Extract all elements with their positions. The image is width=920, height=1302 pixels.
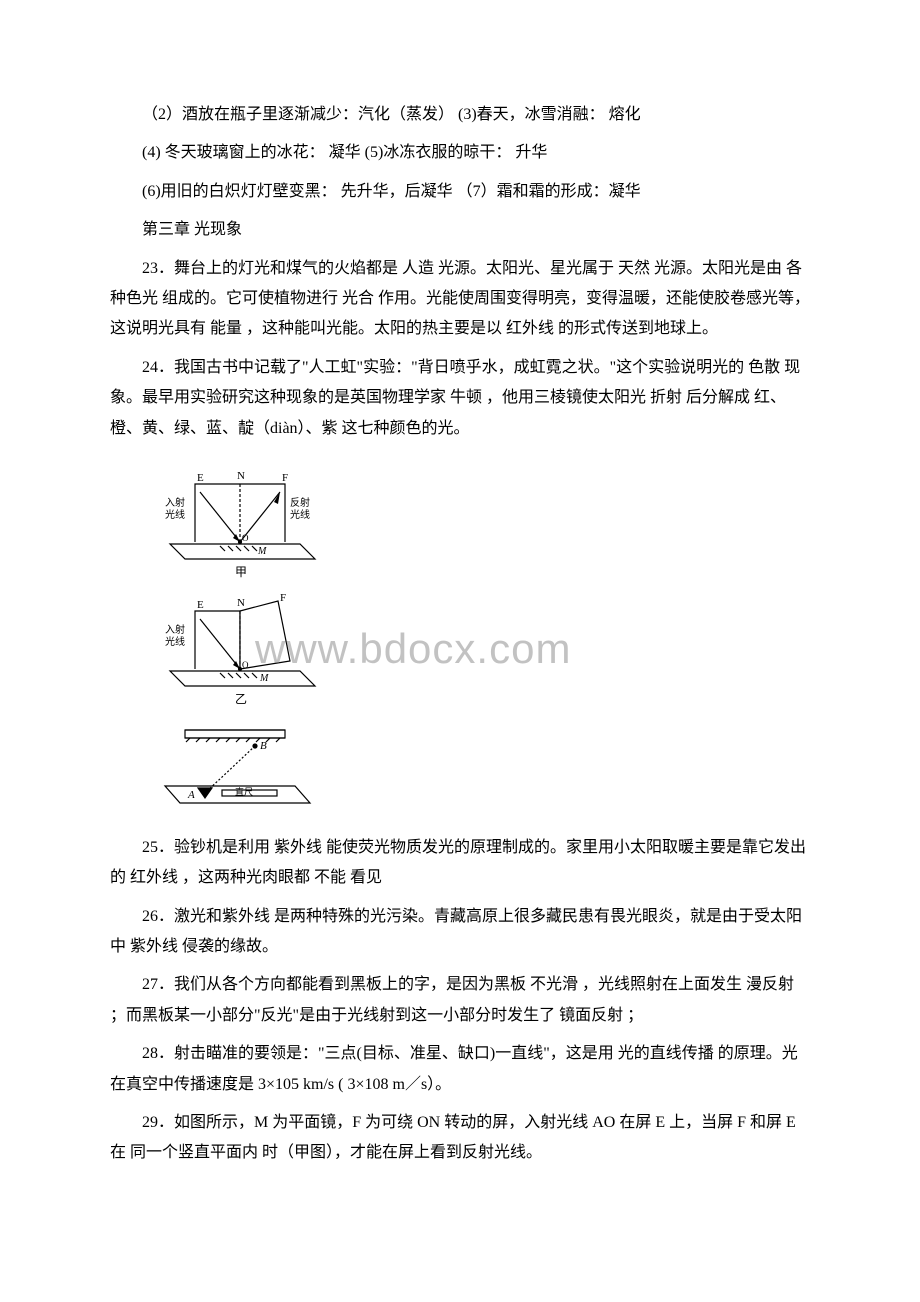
- label-B: B: [260, 740, 267, 752]
- diagram-container: www.bdocx.com E N F 入射: [150, 464, 810, 813]
- paragraph-24: 24．我国古书中记载了"人工虹"实验："背日喷乎水，成虹霓之状。"这个实验说明光…: [110, 353, 810, 444]
- label-O2: O: [242, 660, 249, 670]
- paragraph-23: 23．舞台上的灯光和煤气的火焰都是 人造 光源。太阳光、星光属于 天然 光源。太…: [110, 254, 810, 345]
- diagram-yi: E N F 入射 光线 O M 乙: [150, 591, 330, 706]
- caption-yi: 乙: [235, 692, 247, 706]
- label-O: O: [242, 533, 249, 543]
- paragraph-2: （2）酒放在瓶子里逐渐减少：汽化（蒸发） (3)春天，冰雪消融： 熔化: [110, 100, 810, 130]
- label-incident2: 入射: [165, 624, 185, 636]
- label-F2: F: [280, 592, 286, 604]
- label-reflect-line: 光线: [290, 508, 310, 521]
- label-E: E: [197, 472, 204, 484]
- label-incident: 入射: [165, 497, 185, 509]
- label-incident-line2: 光线: [165, 635, 185, 648]
- label-E2: E: [197, 599, 204, 611]
- paragraph-6: (6)用旧的白炽灯灯壁变黑： 先升华，后凝华 （7）霜和霜的形成：凝华: [110, 177, 810, 207]
- label-M2: M: [259, 673, 269, 684]
- paragraph-27: 27．我们从各个方向都能看到黑板上的字，是因为黑板 不光滑 ，光线照射在上面发生…: [110, 970, 810, 1031]
- label-N2: N: [237, 597, 245, 609]
- label-N: N: [237, 470, 245, 482]
- paragraph-4: (4) 冬天玻璃窗上的冰花： 凝华 (5)冰冻衣服的晾干： 升华: [110, 138, 810, 168]
- caption-jia: 甲: [235, 565, 247, 579]
- label-M: M: [257, 546, 267, 557]
- paragraph-29: 29．如图所示，M 为平面镜，F 为可绕 ON 转动的屏，入射光线 AO 在屏 …: [110, 1108, 810, 1169]
- paragraph-25: 25．验钞机是利用 紫外线 能使荧光物质发光的原理制成的。家里用小太阳取暖主要是…: [110, 833, 810, 894]
- paragraph-28: 28．射击瞄准的要领是："三点(目标、准星、缺口)一直线"，这是用 光的直线传播…: [110, 1039, 810, 1100]
- label-incident-line: 光线: [165, 508, 185, 521]
- label-F: F: [282, 472, 288, 484]
- label-reflect: 反射: [290, 497, 310, 509]
- paragraph-26: 26．激光和紫外线 是两种特殊的光污染。青藏高原上很多藏民患有畏光眼炎，就是由于…: [110, 902, 810, 963]
- section-title: 第三章 光现象: [110, 215, 810, 245]
- label-A: A: [187, 789, 195, 801]
- diagram-jia: E N F 入射 光线 反射 光线 O M 甲: [150, 464, 330, 579]
- label-ruler: 直尺: [235, 786, 253, 797]
- diagram-ruler: B A 直尺: [150, 718, 330, 813]
